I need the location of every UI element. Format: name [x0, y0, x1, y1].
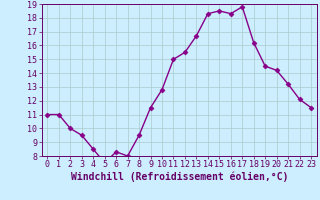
X-axis label: Windchill (Refroidissement éolien,°C): Windchill (Refroidissement éolien,°C)	[70, 172, 288, 182]
